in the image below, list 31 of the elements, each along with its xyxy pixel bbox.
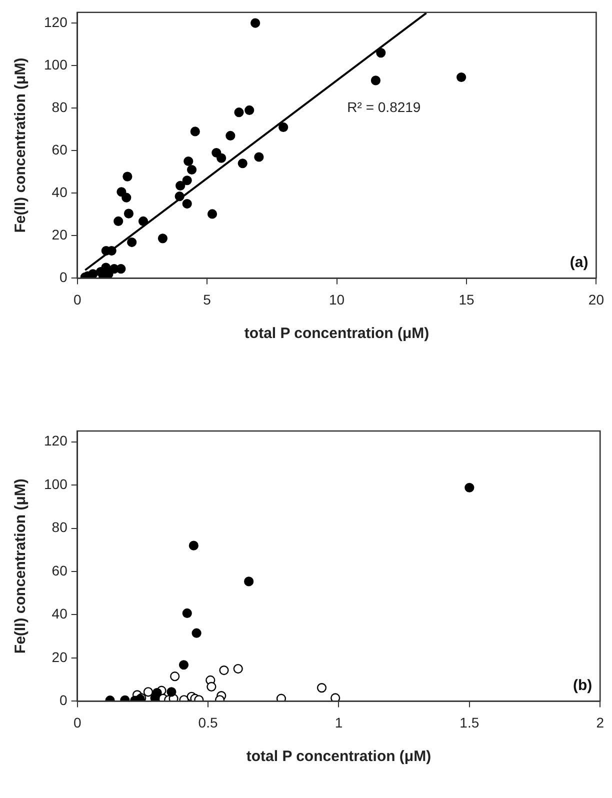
x-tick-label: 2 — [596, 714, 604, 730]
y-axis-title: Fe(II) concentration (μM) — [12, 478, 30, 654]
x-axis-title: total P concentration (μM) — [246, 748, 432, 766]
x-tick-label: 0 — [73, 291, 82, 308]
y-tick-label: 20 — [52, 648, 68, 665]
y-tick-label: 60 — [52, 562, 68, 578]
y-tick-label: 100 — [44, 476, 68, 492]
x-tick-label: 15 — [458, 291, 474, 308]
y-tick-label: 40 — [52, 606, 68, 622]
x-tick-label: 1 — [334, 714, 343, 730]
x-tick-label: 0.5 — [198, 714, 218, 730]
y-tick-label: 80 — [52, 98, 68, 115]
y-tick-label: 100 — [44, 56, 68, 72]
y-tick-label: 120 — [44, 14, 68, 30]
annotation: (a) — [570, 254, 588, 271]
y-tick-label: 120 — [44, 432, 68, 449]
x-tick-label: 0 — [73, 714, 82, 730]
x-tick-label: 10 — [328, 291, 345, 308]
annotation: R² = 0.8219 — [347, 98, 421, 115]
y-tick-label: 60 — [52, 141, 68, 158]
y-tick-label: 40 — [52, 184, 68, 200]
y-axis-title: Fe(II) concentration (μM) — [12, 58, 30, 233]
x-tick-label: 1.5 — [460, 714, 480, 730]
y-tick-label: 0 — [60, 269, 68, 286]
y-tick-label: 0 — [60, 692, 68, 708]
y-tick-label: 80 — [52, 519, 68, 536]
x-tick-label: 20 — [588, 291, 604, 308]
y-tick-label: 20 — [52, 226, 68, 243]
x-axis-title: total P concentration (μM) — [244, 325, 430, 342]
x-tick-label: 5 — [203, 291, 212, 308]
annotation: (b) — [572, 676, 592, 694]
